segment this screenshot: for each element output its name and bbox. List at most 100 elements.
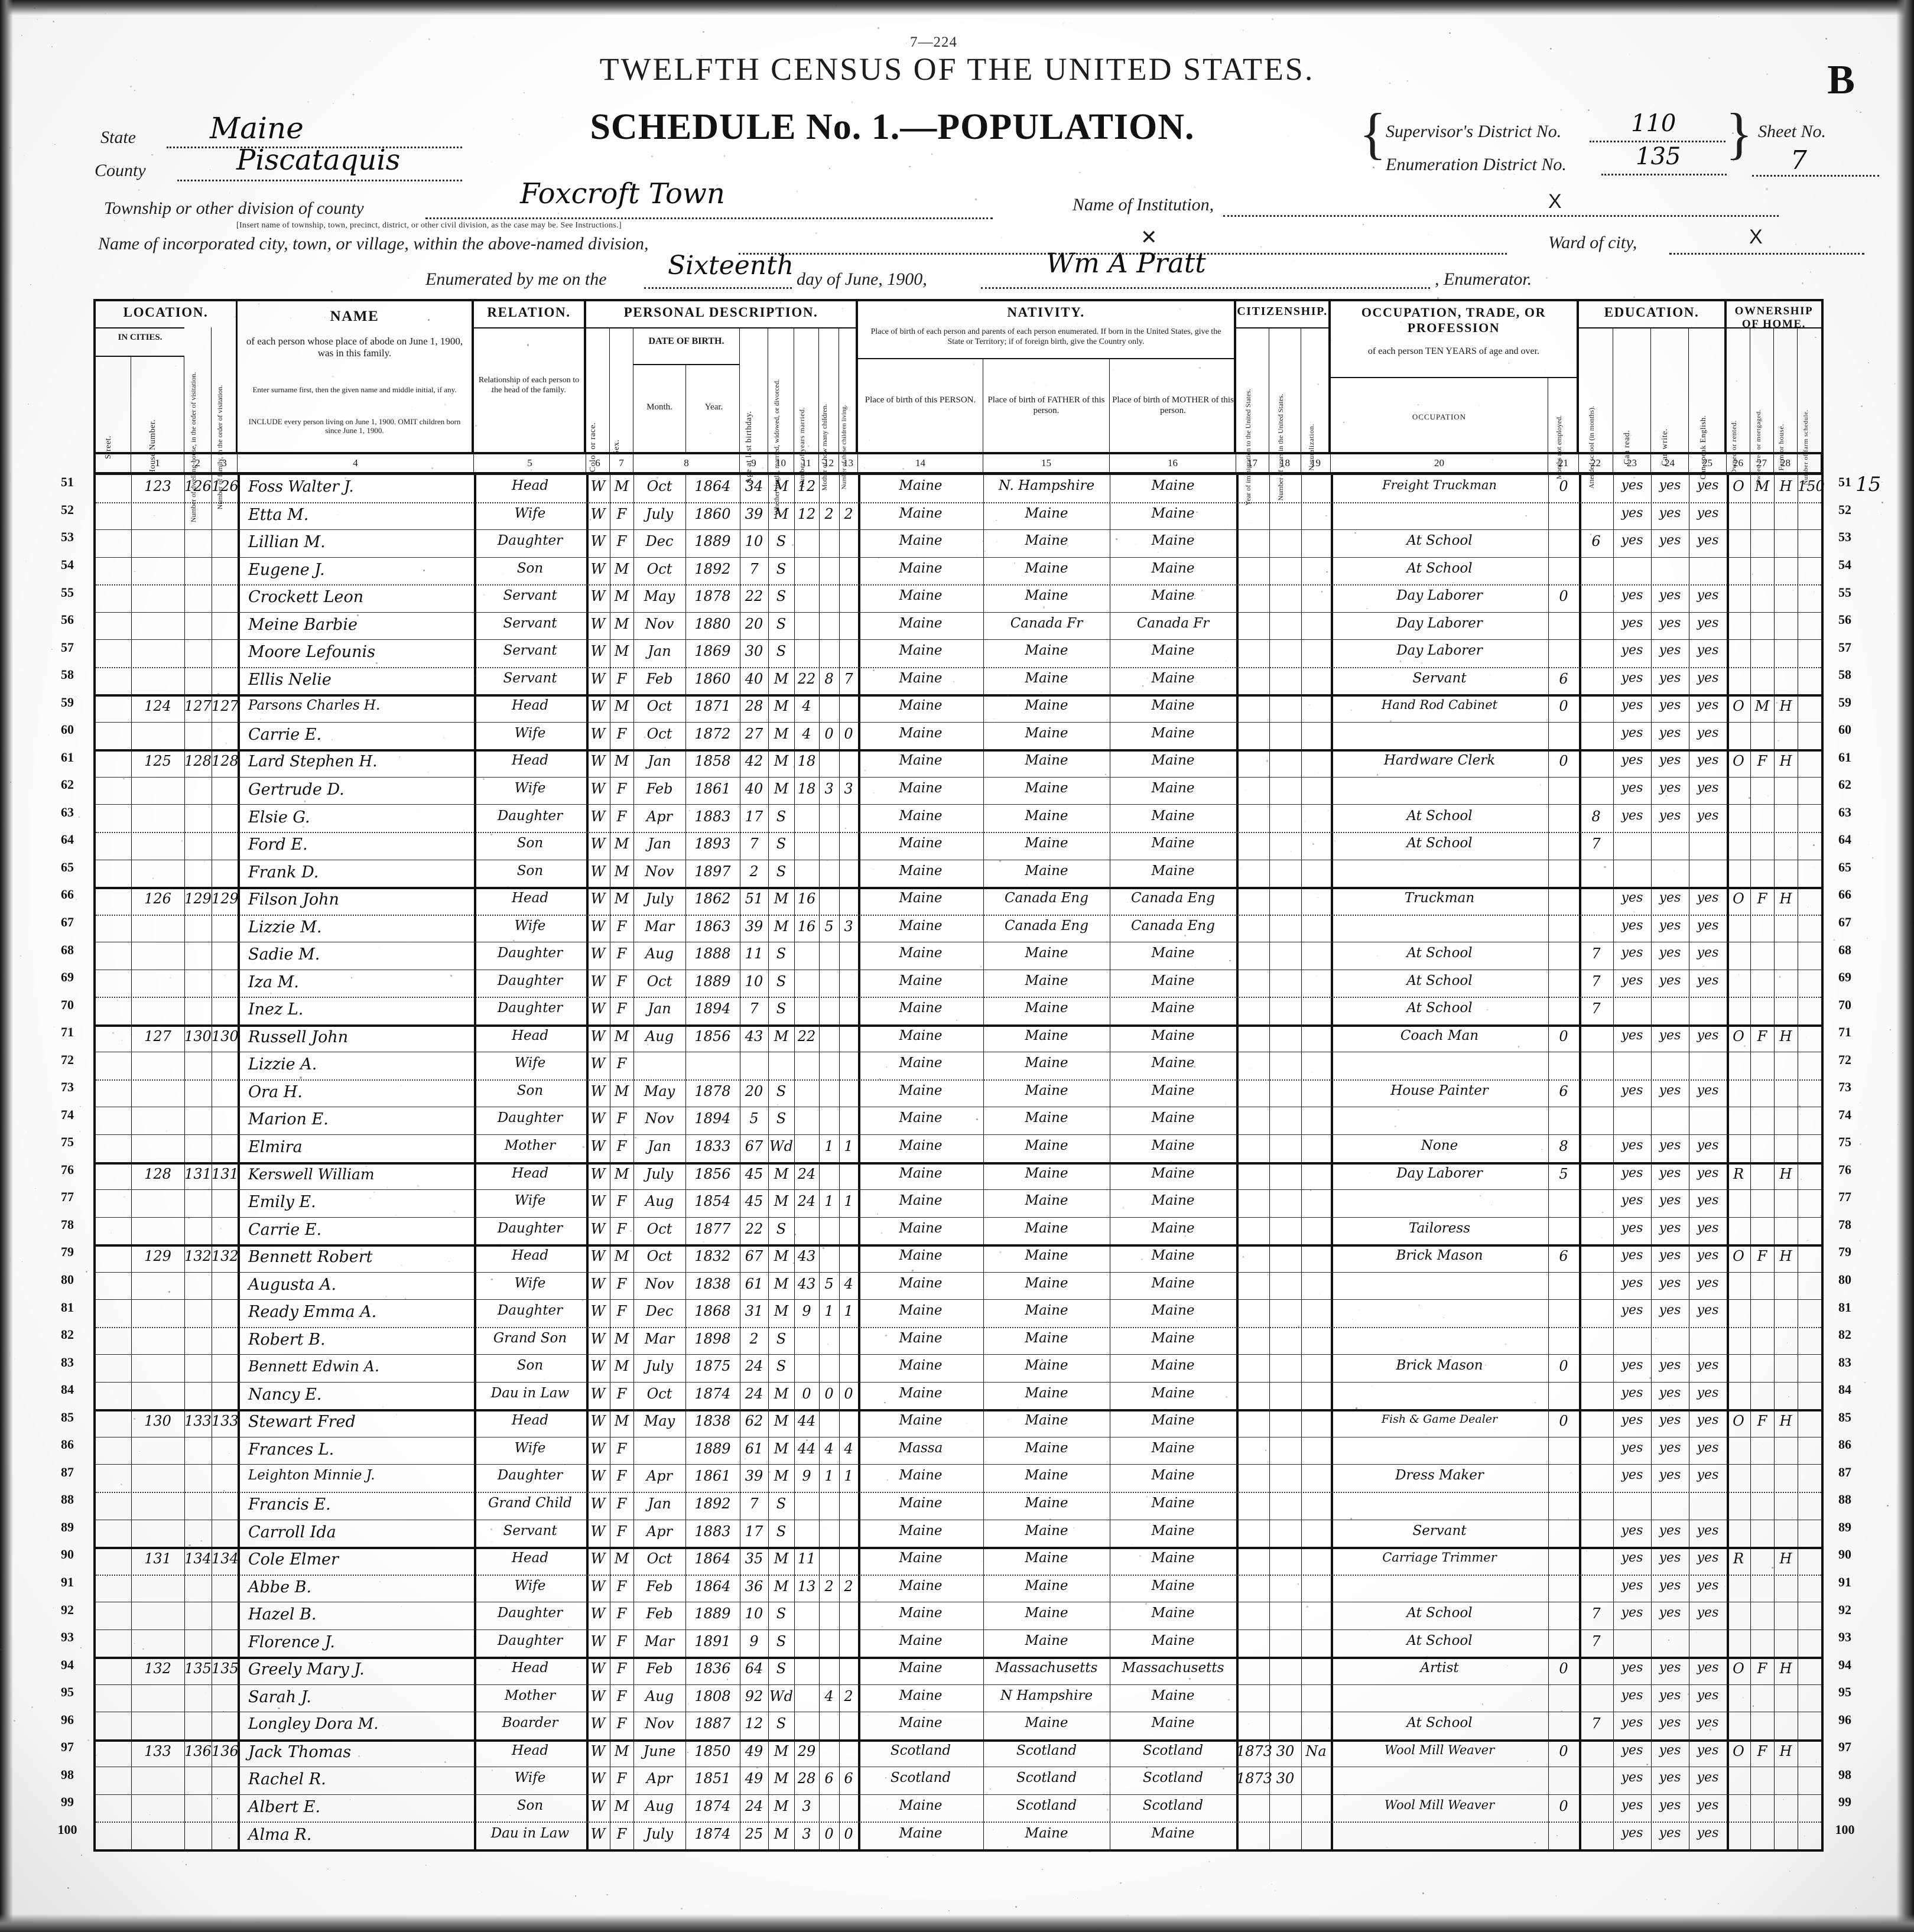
cell-mort: F (1750, 1248, 1774, 1264)
cell-pob_f: Maine (983, 1550, 1110, 1566)
cell-pob_f: Maine (983, 1578, 1110, 1593)
cell-ms: S (768, 1000, 794, 1017)
paper-speck (1707, 731, 1708, 732)
cell-english: yes (1689, 1083, 1727, 1098)
paper-speck (134, 571, 135, 572)
cell-write: yes (1651, 1248, 1689, 1263)
paper-speck (1194, 532, 1195, 534)
paper-speck (502, 573, 503, 574)
cell-pob_m: Maine (1110, 1276, 1236, 1291)
cell-write: yes (1651, 698, 1689, 713)
sheet-no-rule (1752, 175, 1879, 177)
cell-pob_f: Maine (983, 1605, 1110, 1621)
cell-name: Crockett Leon (248, 588, 474, 606)
cell-farm: H (1774, 753, 1798, 769)
census-page: 7—224 TWELFTH CENSUS OF THE UNITED STATE… (0, 0, 1914, 1932)
cell-age: 24 (740, 1358, 768, 1374)
paper-speck (1727, 1393, 1728, 1394)
cell-occupation: Wool Mill Weaver (1331, 1743, 1548, 1757)
cell-own: R (1727, 1166, 1750, 1182)
paper-speck (827, 860, 828, 861)
cell-pob_m: Canada Eng (1110, 890, 1236, 906)
cell-relation: Wife (474, 1193, 586, 1208)
cell-pob_f: Maine (983, 698, 1110, 713)
cell-year: 1863 (685, 918, 740, 935)
paper-speck (1422, 1892, 1424, 1894)
column-number-cell: 2 (184, 454, 212, 472)
cell-age: 5 (740, 1110, 768, 1127)
cell-month: Oct (633, 973, 685, 990)
paper-speck (645, 1388, 646, 1389)
paper-speck (411, 409, 412, 410)
cell-read: yes (1613, 1138, 1651, 1153)
cell-race: W (586, 1303, 610, 1319)
paper-speck (55, 1700, 56, 1701)
paper-speck (1829, 246, 1831, 248)
paper-speck (101, 1744, 102, 1745)
paper-speck (1860, 112, 1861, 113)
cell-write: yes (1651, 726, 1689, 740)
row-number-left: 71 (50, 1024, 85, 1040)
cell-year: 1861 (685, 1468, 740, 1484)
cell-months: 0 (1548, 1660, 1579, 1677)
cell-ms: S (768, 533, 794, 549)
group-citizenship: CITIZENSHIP. Year of immigration to the … (1236, 301, 1331, 452)
paper-speck (1894, 383, 1896, 385)
cell-relation: Head (474, 1413, 586, 1428)
paper-speck (1400, 321, 1402, 323)
cell-mother: 3 (819, 780, 839, 797)
census-table: LOCATION. IN CITIES. Street. House Numbe… (93, 299, 1824, 1852)
col-occupation-label: OCCUPATION (1331, 412, 1548, 422)
cell-age: 35 (740, 1550, 768, 1567)
cell-pob_m: Maine (1110, 1688, 1236, 1703)
cell-write: yes (1651, 478, 1689, 493)
row-number-right: 57 (1827, 640, 1863, 655)
cell-family: 132 (212, 1248, 238, 1264)
cell-ms: Wd (768, 1688, 794, 1705)
paper-speck (975, 199, 977, 200)
paper-speck (1113, 889, 1114, 890)
enumerated-day-rule (644, 287, 792, 289)
cell-month: July (633, 890, 685, 907)
cell-english: yes (1689, 1193, 1727, 1208)
cell-months: 0 (1548, 478, 1579, 495)
paper-speck (961, 22, 962, 24)
paper-speck (1744, 1045, 1746, 1047)
paper-speck (121, 1484, 122, 1485)
county-label: County (95, 161, 146, 181)
cell-relation: Daughter (474, 808, 586, 824)
cell-months: 0 (1548, 1413, 1579, 1429)
cell-sex: M (610, 1083, 633, 1100)
paper-speck (401, 1264, 402, 1266)
row-number-left: 98 (50, 1767, 85, 1783)
cell-ms: M (768, 1193, 794, 1209)
paper-speck (878, 27, 879, 28)
cell-relation: Head (474, 1028, 586, 1043)
cell-year: 1872 (685, 726, 740, 742)
cell-write: yes (1651, 1193, 1689, 1208)
district-brace-right: } (1725, 105, 1753, 162)
cell-age: 22 (740, 1221, 768, 1237)
cell-pob_m: Canada Eng (1110, 918, 1236, 934)
paper-speck (491, 391, 493, 392)
paper-speck (984, 551, 985, 552)
cell-name: Elsie G. (248, 808, 474, 827)
cell-pob: Massa (858, 1440, 983, 1456)
paper-speck (724, 155, 725, 157)
column-number-cell: 17 (1236, 454, 1269, 472)
paper-speck (1847, 819, 1848, 820)
cell-living: 4 (839, 1276, 858, 1292)
paper-speck (1892, 1052, 1893, 1053)
cell-write: yes (1651, 1083, 1689, 1098)
paper-speck (1272, 18, 1273, 20)
cell-month: Oct (633, 1221, 685, 1237)
cell-pob_f: Maine (983, 973, 1110, 988)
paper-speck (357, 614, 358, 616)
paper-speck (1685, 941, 1686, 942)
paper-speck (1633, 297, 1635, 298)
cell-yrs: 13 (794, 1578, 819, 1595)
table-header: LOCATION. IN CITIES. Street. House Numbe… (96, 301, 1821, 454)
paper-speck (1192, 257, 1193, 258)
paper-speck (552, 620, 554, 622)
cell-ms: M (768, 1276, 794, 1292)
